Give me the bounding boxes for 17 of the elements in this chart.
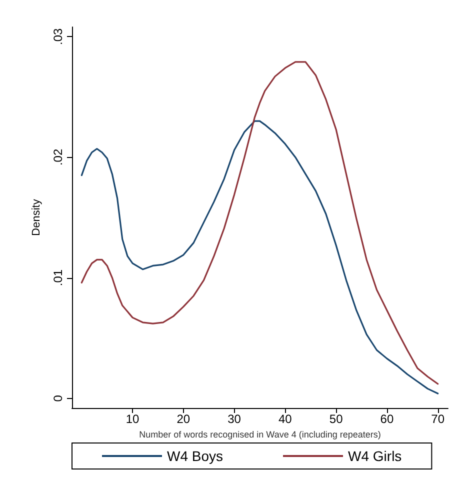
- x-tick-label: 50: [329, 412, 344, 426]
- x-tick-label: 40: [278, 412, 292, 426]
- x-tick-label: 10: [126, 412, 140, 426]
- y-tick-label: .02: [51, 148, 65, 166]
- line-series: [80, 61, 439, 385]
- x-tick-label: 30: [228, 412, 242, 426]
- y-tick-label: .01: [51, 269, 65, 286]
- y-axis-title: Density: [30, 198, 42, 236]
- x-axis-title: Number of words recognised in Wave 4 (including repeaters): [139, 429, 381, 440]
- x-tick-label: 70: [431, 412, 445, 426]
- legend-label: W4 Boys: [167, 448, 224, 464]
- line-series: [80, 120, 439, 394]
- y-tick-label: .03: [51, 28, 65, 45]
- y-tick-label: 0: [51, 394, 65, 402]
- x-tick-label: 20: [176, 412, 190, 426]
- legend-label: W4 Girls: [348, 448, 402, 464]
- x-tick-label: 60: [380, 412, 394, 426]
